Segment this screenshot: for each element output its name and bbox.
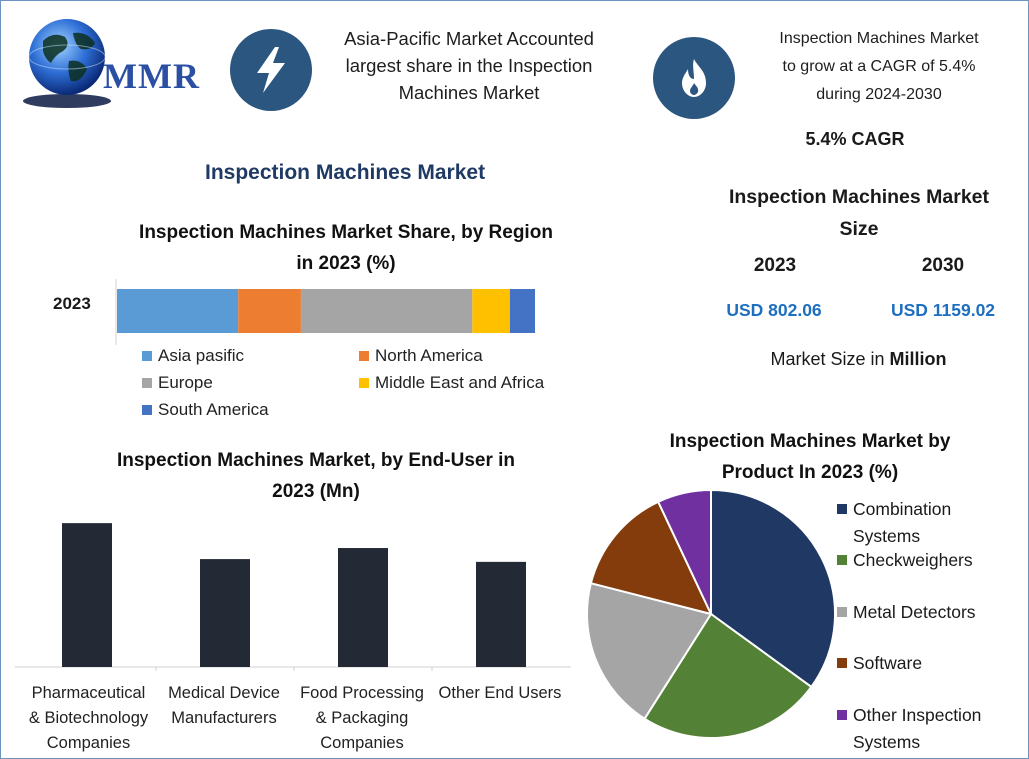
bar-segment bbox=[472, 289, 510, 333]
legend-label: North America bbox=[375, 346, 483, 365]
logo: MMR bbox=[15, 11, 215, 111]
legend-swatch bbox=[142, 378, 152, 388]
x-tick-line: & Packaging bbox=[315, 709, 409, 727]
bar-segment bbox=[117, 289, 239, 333]
highlight-right-line: Inspection Machines Market bbox=[779, 30, 979, 47]
market-size-title: Inspection Machines Market Size bbox=[701, 181, 1017, 245]
highlight-left-line: Asia-Pacific Market Accounted bbox=[344, 28, 594, 49]
legend-swatch bbox=[837, 710, 847, 720]
legend-swatch bbox=[359, 378, 369, 388]
legend-label: Asia pasific bbox=[158, 346, 244, 365]
x-tick-label: Other End Users bbox=[430, 681, 570, 706]
region-legend-item: North America bbox=[359, 346, 483, 366]
x-tick-label: Food Processing & Packaging Companies bbox=[292, 681, 432, 756]
market-size-note-prefix: Market Size in bbox=[770, 349, 890, 369]
pie-legend-item: Combination Systems bbox=[837, 496, 952, 550]
x-tick-line: Medical Device bbox=[168, 684, 280, 702]
x-tick-line: Other End Users bbox=[438, 684, 562, 702]
bar bbox=[62, 523, 112, 667]
legend-label-line: Other Inspection bbox=[853, 705, 982, 725]
market-size-note-unit: Million bbox=[889, 349, 947, 369]
legend-swatch bbox=[837, 555, 847, 565]
legend-swatch bbox=[142, 351, 152, 361]
legend-swatch bbox=[837, 607, 847, 617]
logo-text: MMR bbox=[103, 56, 200, 96]
pie-slice bbox=[586, 581, 713, 721]
year-2023: 2023 bbox=[753, 255, 797, 276]
pie-legend-item: Software bbox=[837, 650, 923, 677]
pie-slice bbox=[643, 612, 813, 739]
legend-label-line: Checkweighers bbox=[853, 550, 973, 570]
pie-legend-item: Other Inspection Systems bbox=[837, 702, 982, 756]
pie-slice bbox=[656, 488, 712, 615]
page-title: Inspection Machines Market bbox=[205, 161, 486, 184]
highlight-right-line: to grow at a CAGR of 5.4% bbox=[782, 58, 976, 75]
cagr-label: 5.4% CAGR bbox=[805, 129, 905, 149]
legend-label: Europe bbox=[158, 373, 213, 392]
region-stacked-bar-chart bbox=[115, 279, 535, 345]
enduser-chart-title-line: 2023 (Mn) bbox=[272, 481, 360, 502]
region-category-label: 2023 bbox=[53, 294, 91, 313]
x-tick-line: & Biotechnology bbox=[28, 709, 149, 727]
legend-label-line: Systems bbox=[853, 732, 921, 752]
highlight-left-text: Asia-Pacific Market Accounted largest sh… bbox=[319, 25, 619, 106]
product-chart-title: Inspection Machines Market by Product In… bbox=[625, 426, 995, 488]
highlight-left-line: Machines Market bbox=[398, 82, 540, 103]
region-legend-item: Asia pasific bbox=[142, 346, 244, 366]
enduser-chart-title-line: Inspection Machines Market, by End-User … bbox=[116, 450, 516, 471]
lightning-icon bbox=[230, 29, 312, 111]
bar bbox=[476, 561, 526, 667]
enduser-bar-chart bbox=[15, 523, 571, 671]
value-2030: USD 1159.02 bbox=[890, 300, 996, 320]
pie-legend-item: Checkweighers bbox=[837, 547, 973, 574]
legend-label: South America bbox=[158, 400, 269, 419]
pie-slice bbox=[589, 500, 713, 616]
region-legend-item: South America bbox=[142, 400, 269, 420]
x-tick-label: Pharmaceutical & Biotechnology Companies bbox=[16, 681, 161, 756]
region-legend-item: Europe bbox=[142, 373, 213, 393]
market-size-title-line: Size bbox=[839, 218, 879, 240]
highlight-left-line: largest share in the Inspection bbox=[345, 55, 593, 76]
enduser-chart-title: Inspection Machines Market, by End-User … bbox=[71, 445, 561, 507]
legend-swatch bbox=[837, 658, 847, 668]
product-pie-chart bbox=[586, 488, 836, 739]
region-chart-title-line: Inspection Machines Market Share, by Reg… bbox=[139, 222, 553, 243]
region-legend-item: Middle East and Africa bbox=[359, 373, 544, 393]
legend-label-line: Metal Detectors bbox=[853, 602, 976, 622]
globe-icon bbox=[23, 19, 111, 108]
highlight-right-text: Inspection Machines Market to grow at a … bbox=[729, 25, 1028, 109]
legend-swatch bbox=[142, 405, 152, 415]
region-chart-title-line: in 2023 (%) bbox=[296, 253, 396, 274]
pie-legend-item: Metal Detectors bbox=[837, 599, 976, 626]
bar-segment bbox=[238, 289, 301, 333]
legend-label: Middle East and Africa bbox=[375, 373, 545, 392]
product-chart-title-line: Product In 2023 (%) bbox=[721, 462, 899, 483]
pie-slice bbox=[710, 488, 836, 689]
year-2030: 2030 bbox=[921, 255, 965, 276]
region-chart-title: Inspection Machines Market Share, by Reg… bbox=[105, 217, 587, 279]
x-tick-line: Companies bbox=[46, 734, 131, 752]
x-tick-label: Medical Device Manufacturers bbox=[154, 681, 294, 731]
product-chart-title-line: Inspection Machines Market by bbox=[669, 431, 951, 452]
bar-segment bbox=[509, 289, 535, 333]
bar bbox=[200, 559, 250, 667]
legend-label-line: Combination bbox=[853, 499, 952, 519]
highlight-right-line: during 2024-2030 bbox=[816, 86, 942, 103]
market-size-title-line: Inspection Machines Market bbox=[728, 186, 990, 208]
bar bbox=[338, 548, 388, 667]
x-tick-line: Pharmaceutical bbox=[31, 684, 146, 702]
legend-label-line: Systems bbox=[853, 526, 921, 546]
x-tick-line: Companies bbox=[320, 734, 404, 752]
bar-segment bbox=[300, 289, 473, 333]
market-size-note: Market Size in Million bbox=[731, 349, 986, 370]
value-2023: USD 802.06 bbox=[726, 300, 822, 320]
x-tick-line: Food Processing bbox=[300, 684, 424, 702]
x-tick-line: Manufacturers bbox=[171, 709, 277, 727]
legend-swatch bbox=[359, 351, 369, 361]
legend-swatch bbox=[837, 504, 847, 514]
legend-label-line: Software bbox=[853, 653, 923, 673]
flame-icon bbox=[653, 37, 735, 119]
